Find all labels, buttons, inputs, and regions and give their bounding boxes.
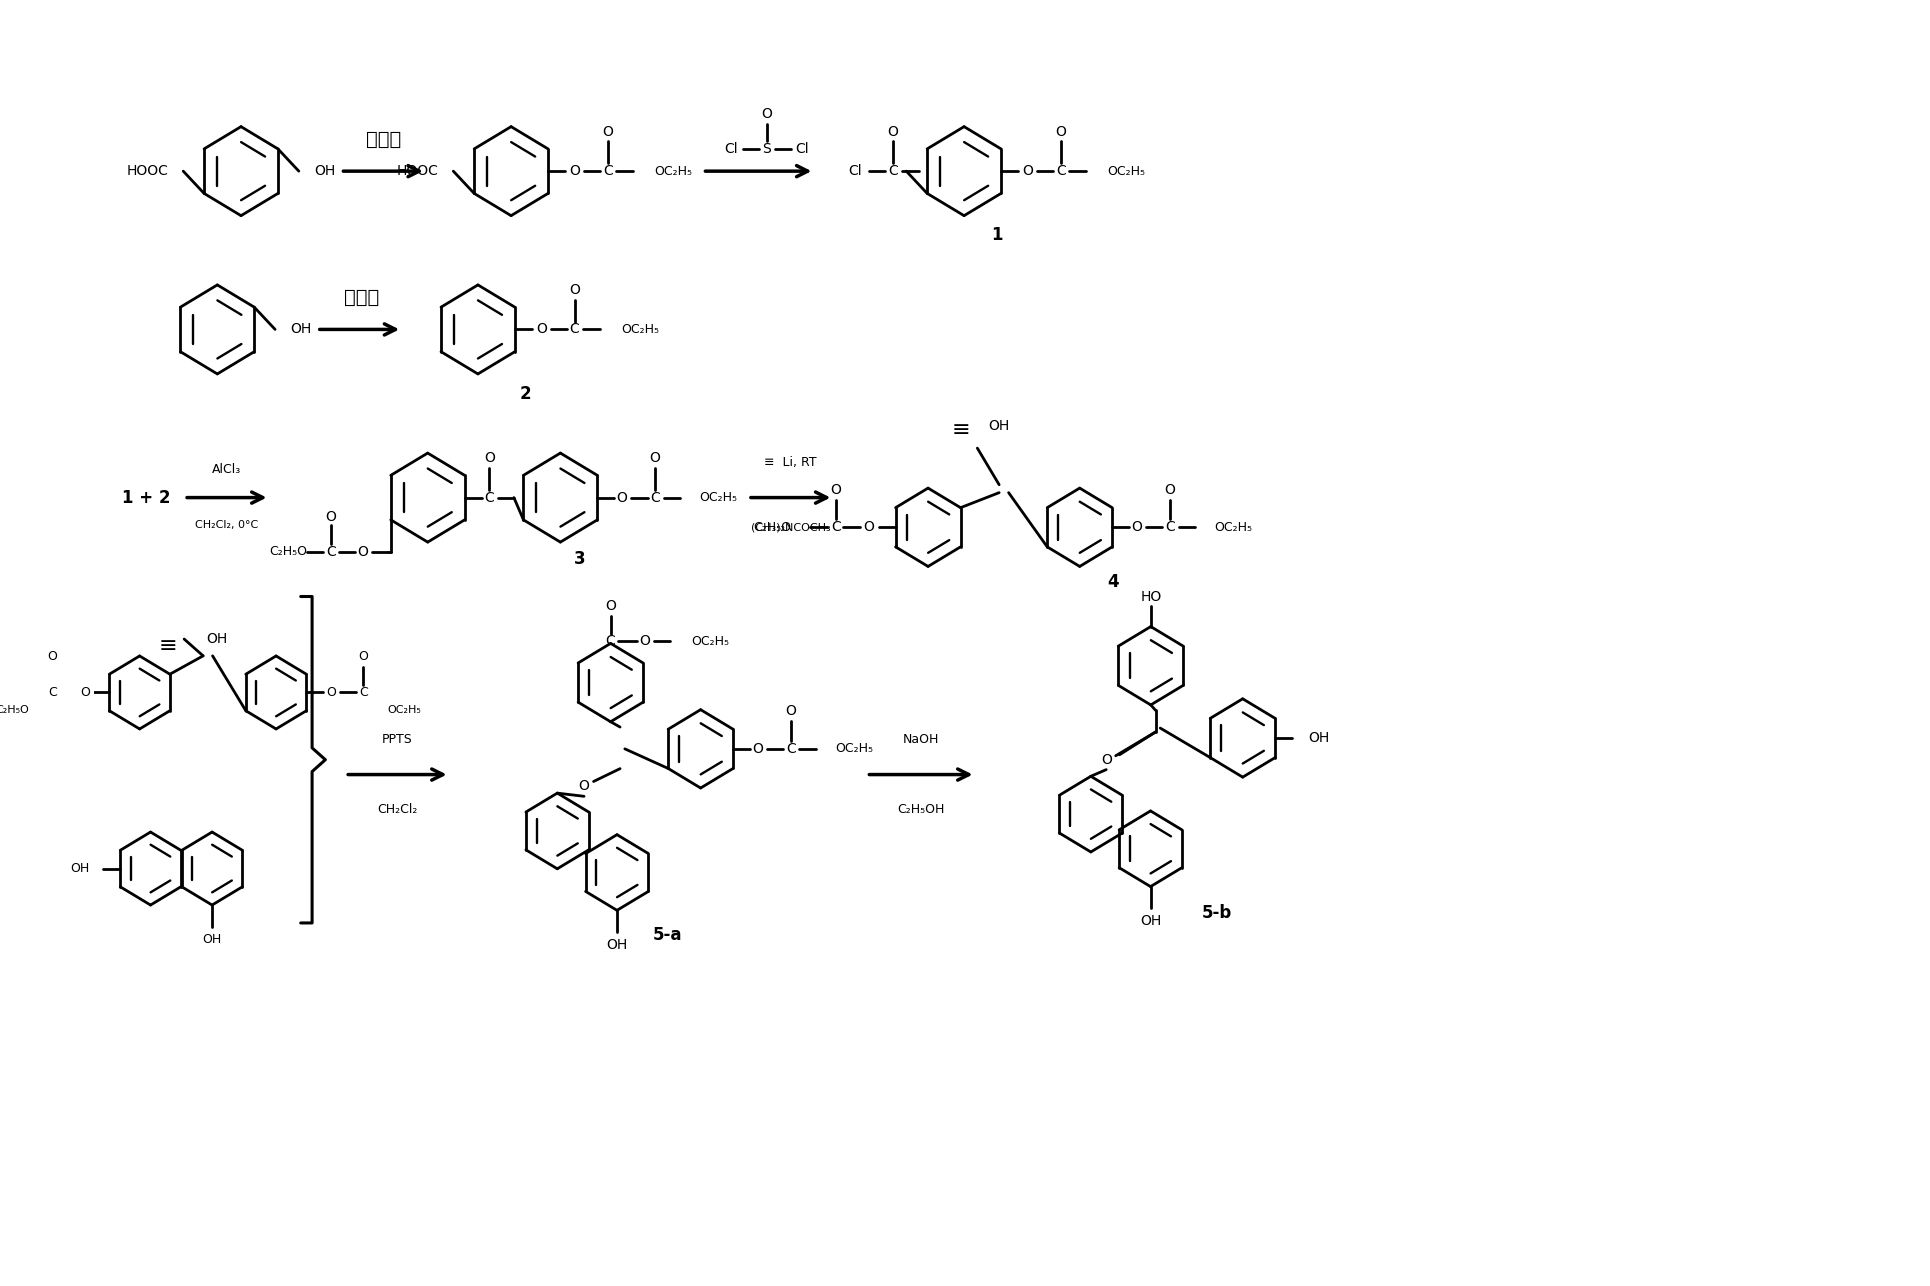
Text: OH: OH — [988, 419, 1009, 433]
Text: OH: OH — [203, 934, 222, 946]
Text: O: O — [1054, 125, 1065, 139]
Text: OH: OH — [1309, 730, 1330, 745]
Text: Cl: Cl — [724, 143, 737, 157]
Text: 1 + 2: 1 + 2 — [122, 489, 170, 507]
Text: O: O — [753, 742, 762, 756]
Text: C: C — [786, 742, 795, 756]
Text: OH: OH — [71, 862, 91, 874]
Text: HOOC: HOOC — [125, 165, 168, 179]
Text: HO: HO — [1139, 589, 1160, 603]
Text: 4: 4 — [1106, 572, 1117, 590]
Text: C: C — [888, 165, 897, 179]
Text: OH: OH — [207, 631, 228, 646]
Text: OH: OH — [1139, 914, 1160, 928]
Text: 5-b: 5-b — [1200, 904, 1231, 922]
Text: NaOH: NaOH — [901, 733, 938, 746]
Text: CH₂Cl₂, 0°C: CH₂Cl₂, 0°C — [195, 521, 259, 530]
Text: OC₂H₅: OC₂H₅ — [1214, 521, 1253, 534]
Text: OC₂H₅: OC₂H₅ — [699, 491, 737, 504]
Text: 2: 2 — [519, 385, 531, 403]
Text: O: O — [1100, 752, 1112, 766]
Text: O: O — [888, 125, 897, 139]
Text: O: O — [359, 651, 369, 664]
Text: O: O — [639, 634, 650, 648]
Text: O: O — [48, 651, 58, 664]
Text: O: O — [616, 490, 627, 504]
Text: O: O — [569, 283, 579, 297]
Text: O: O — [537, 323, 546, 337]
Text: O: O — [326, 511, 336, 525]
Text: OH: OH — [606, 937, 627, 952]
Text: AlCl₃: AlCl₃ — [212, 463, 241, 476]
Text: C: C — [326, 545, 336, 559]
Text: C: C — [830, 521, 840, 534]
Text: C: C — [606, 634, 616, 648]
Text: OC₂H₅: OC₂H₅ — [1106, 165, 1144, 177]
Text: OH: OH — [290, 323, 311, 337]
Text: Cl: Cl — [847, 165, 861, 179]
Text: C₂H₅O: C₂H₅O — [0, 705, 29, 715]
Text: C: C — [359, 685, 367, 700]
Text: O: O — [604, 599, 616, 613]
Text: C: C — [1164, 521, 1173, 534]
Text: 乙酸酝: 乙酸酝 — [365, 130, 401, 149]
Text: O: O — [79, 685, 89, 700]
Text: C: C — [484, 490, 494, 504]
Text: O: O — [1131, 521, 1143, 534]
Text: 5-a: 5-a — [652, 926, 681, 944]
Text: C₂H₅O: C₂H₅O — [753, 521, 791, 534]
Text: OH: OH — [315, 165, 336, 179]
Text: O: O — [786, 705, 795, 719]
Text: C₂H₅O: C₂H₅O — [268, 545, 307, 558]
Text: O: O — [484, 451, 494, 466]
Text: C₂H₅OH: C₂H₅OH — [896, 802, 944, 815]
Text: O: O — [648, 451, 660, 466]
Text: OC₂H₅: OC₂H₅ — [836, 742, 872, 755]
Text: (CH₃)₂NCOCH₃: (CH₃)₂NCOCH₃ — [751, 522, 830, 532]
Text: C: C — [1056, 165, 1065, 179]
Text: S: S — [762, 143, 770, 157]
Text: OC₂H₅: OC₂H₅ — [386, 705, 421, 715]
Text: OC₂H₅: OC₂H₅ — [654, 165, 691, 177]
Text: C: C — [569, 323, 579, 337]
Text: ≡: ≡ — [158, 637, 178, 656]
Text: C: C — [650, 490, 660, 504]
Text: O: O — [357, 545, 367, 559]
Text: 3: 3 — [573, 550, 585, 568]
Text: O: O — [760, 107, 772, 121]
Text: C: C — [48, 685, 56, 700]
Text: 1: 1 — [990, 226, 1002, 244]
Text: O: O — [863, 521, 874, 534]
Text: O: O — [1164, 482, 1175, 496]
Text: O: O — [579, 779, 589, 793]
Text: ≡  Li, RT: ≡ Li, RT — [764, 457, 816, 469]
Text: 乙酸酝: 乙酸酝 — [344, 288, 378, 307]
Text: O: O — [326, 685, 336, 700]
Text: PPTS: PPTS — [382, 733, 413, 746]
Text: OC₂H₅: OC₂H₅ — [691, 635, 730, 648]
Text: O: O — [1021, 165, 1033, 179]
Text: C: C — [602, 165, 612, 179]
Text: ≡: ≡ — [951, 421, 971, 440]
Text: OC₂H₅: OC₂H₅ — [621, 323, 658, 336]
Text: HOOC: HOOC — [396, 165, 438, 179]
Text: Cl: Cl — [795, 143, 809, 157]
Text: CH₂Cl₂: CH₂Cl₂ — [376, 802, 417, 815]
Text: O: O — [569, 165, 579, 179]
Text: O: O — [830, 482, 841, 496]
Text: O: O — [602, 125, 614, 139]
